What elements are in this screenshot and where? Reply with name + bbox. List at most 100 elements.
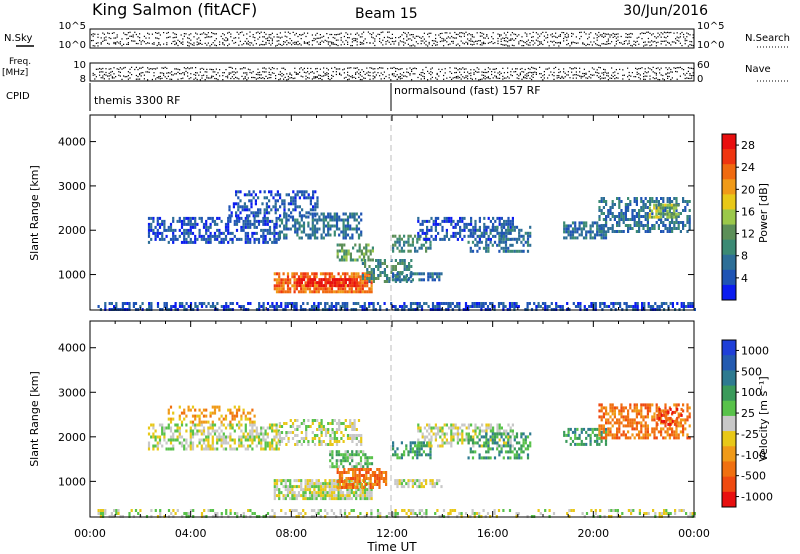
power-echo-cell	[403, 259, 406, 262]
freq-trace-point	[619, 68, 621, 70]
power-echo-cell	[375, 265, 378, 268]
nsky-noise-point	[361, 36, 363, 38]
velocity-echo-cell	[660, 512, 663, 515]
power-echo-cell	[216, 228, 219, 232]
freq-trace-point	[603, 68, 605, 70]
nsky-noise-point	[158, 43, 160, 45]
nsky-noise-point	[305, 35, 307, 38]
power-echo-cell	[471, 249, 475, 253]
freq-trace-point	[187, 75, 189, 77]
power-echo-cell	[359, 275, 362, 279]
power-echo-cell	[242, 219, 245, 223]
freq-trace-point	[615, 77, 617, 79]
freq-trace-point	[263, 67, 265, 69]
power-echo-cell	[498, 222, 501, 226]
nsky-noise-point	[407, 43, 409, 45]
power-echo-cell	[318, 278, 321, 282]
power-echo-cell	[396, 237, 399, 241]
freq-trace-point	[510, 74, 512, 76]
power-echo-cell	[338, 218, 341, 222]
velocity-echo-cell	[198, 420, 201, 424]
nsky-noise-point	[484, 42, 486, 45]
power-echo-cell	[254, 202, 257, 206]
power-echo-cell	[507, 219, 510, 223]
nsky-noise-point	[233, 37, 235, 39]
power-echo-cell	[274, 205, 277, 209]
freq-trace-point	[135, 78, 137, 80]
power-echo-cell	[633, 197, 636, 200]
power-echo-cell	[635, 197, 638, 200]
velocity-echo-cell	[115, 509, 118, 512]
power-echo-cell	[367, 243, 370, 247]
power-ylabel: Slant Range [km]	[28, 165, 41, 261]
nsky-noise-point	[470, 43, 472, 45]
nsky-noise-point	[537, 33, 539, 35]
nsky-noise-point	[526, 43, 528, 45]
nsky-noise-point	[367, 31, 369, 33]
power-echo-cell	[303, 214, 306, 218]
velocity-echo-cell	[244, 435, 247, 439]
freq-trace-point	[425, 66, 427, 68]
nsky-noise-point	[643, 41, 645, 43]
power-echo-cell	[430, 216, 433, 220]
power-echo-cell	[183, 219, 186, 223]
freq-trace-point	[191, 67, 193, 69]
power-echo-cell	[660, 302, 663, 305]
power-echo-cell	[338, 227, 341, 231]
velocity-echo-cell	[335, 440, 339, 443]
nsky-noise-point	[660, 40, 662, 42]
power-echo-cell	[589, 233, 592, 237]
power-echo-cell	[633, 221, 636, 224]
power-echo-cell	[257, 196, 260, 200]
velocity-echo-cell	[370, 512, 373, 515]
power-echo-cell	[139, 305, 142, 308]
freq-trace-point	[553, 71, 555, 74]
power-echo-cell	[618, 221, 621, 224]
power-echo-cell	[313, 281, 316, 285]
power-echo-cell	[365, 243, 368, 247]
power-echo-cell	[293, 290, 296, 294]
power-echo-cell	[635, 200, 638, 203]
power-echo-cell	[358, 249, 361, 253]
velocity-echo-cell	[229, 444, 232, 448]
freq-trace-point	[388, 74, 390, 76]
nsky-noise-point	[438, 34, 440, 36]
nsky-noise-point	[127, 37, 129, 39]
power-echo-cell	[633, 200, 636, 203]
nsky-noise-point	[260, 31, 262, 33]
power-echo-cell	[354, 302, 358, 305]
freq-trace-point	[487, 76, 489, 78]
freq-trace-point	[398, 77, 400, 79]
freq-trace-point	[111, 70, 113, 73]
nsky-noise-point	[286, 36, 288, 38]
freq-trace-point	[649, 68, 651, 70]
nsky-noise-point	[511, 38, 513, 40]
velocity-echo-cell	[293, 509, 296, 512]
nsky-noise-point	[111, 32, 113, 34]
nsky-noise-point	[651, 40, 653, 42]
freq-trace-point	[387, 68, 389, 70]
power-echo-cell	[361, 281, 364, 285]
nsky-noise-point	[387, 40, 389, 42]
nsky-noise-point	[439, 36, 441, 38]
velocity-echo-cell	[285, 443, 288, 446]
power-echo-cell	[304, 281, 307, 285]
freq-trace-point	[540, 73, 542, 75]
nsky-noise-point	[380, 31, 382, 34]
nsky-noise-point	[279, 43, 281, 46]
freq-trace-point	[542, 79, 544, 81]
freq-trace-point	[350, 67, 352, 69]
power-echo-cell	[679, 221, 682, 224]
freq-trace-point	[668, 72, 670, 74]
freq-trace-point	[644, 68, 646, 70]
power-echo-cell	[422, 278, 425, 282]
power-echo-cell	[376, 302, 380, 305]
freq-trace-point	[155, 68, 157, 70]
power-echo-cell	[283, 205, 286, 209]
nsky-noise-point	[235, 41, 237, 44]
power-echo-cell	[205, 240, 208, 244]
velocity-echo-cell	[349, 419, 352, 422]
velocity-echo-cell	[612, 509, 615, 512]
nsky-noise-point	[614, 33, 616, 35]
velocity-echo-cell	[253, 435, 256, 439]
